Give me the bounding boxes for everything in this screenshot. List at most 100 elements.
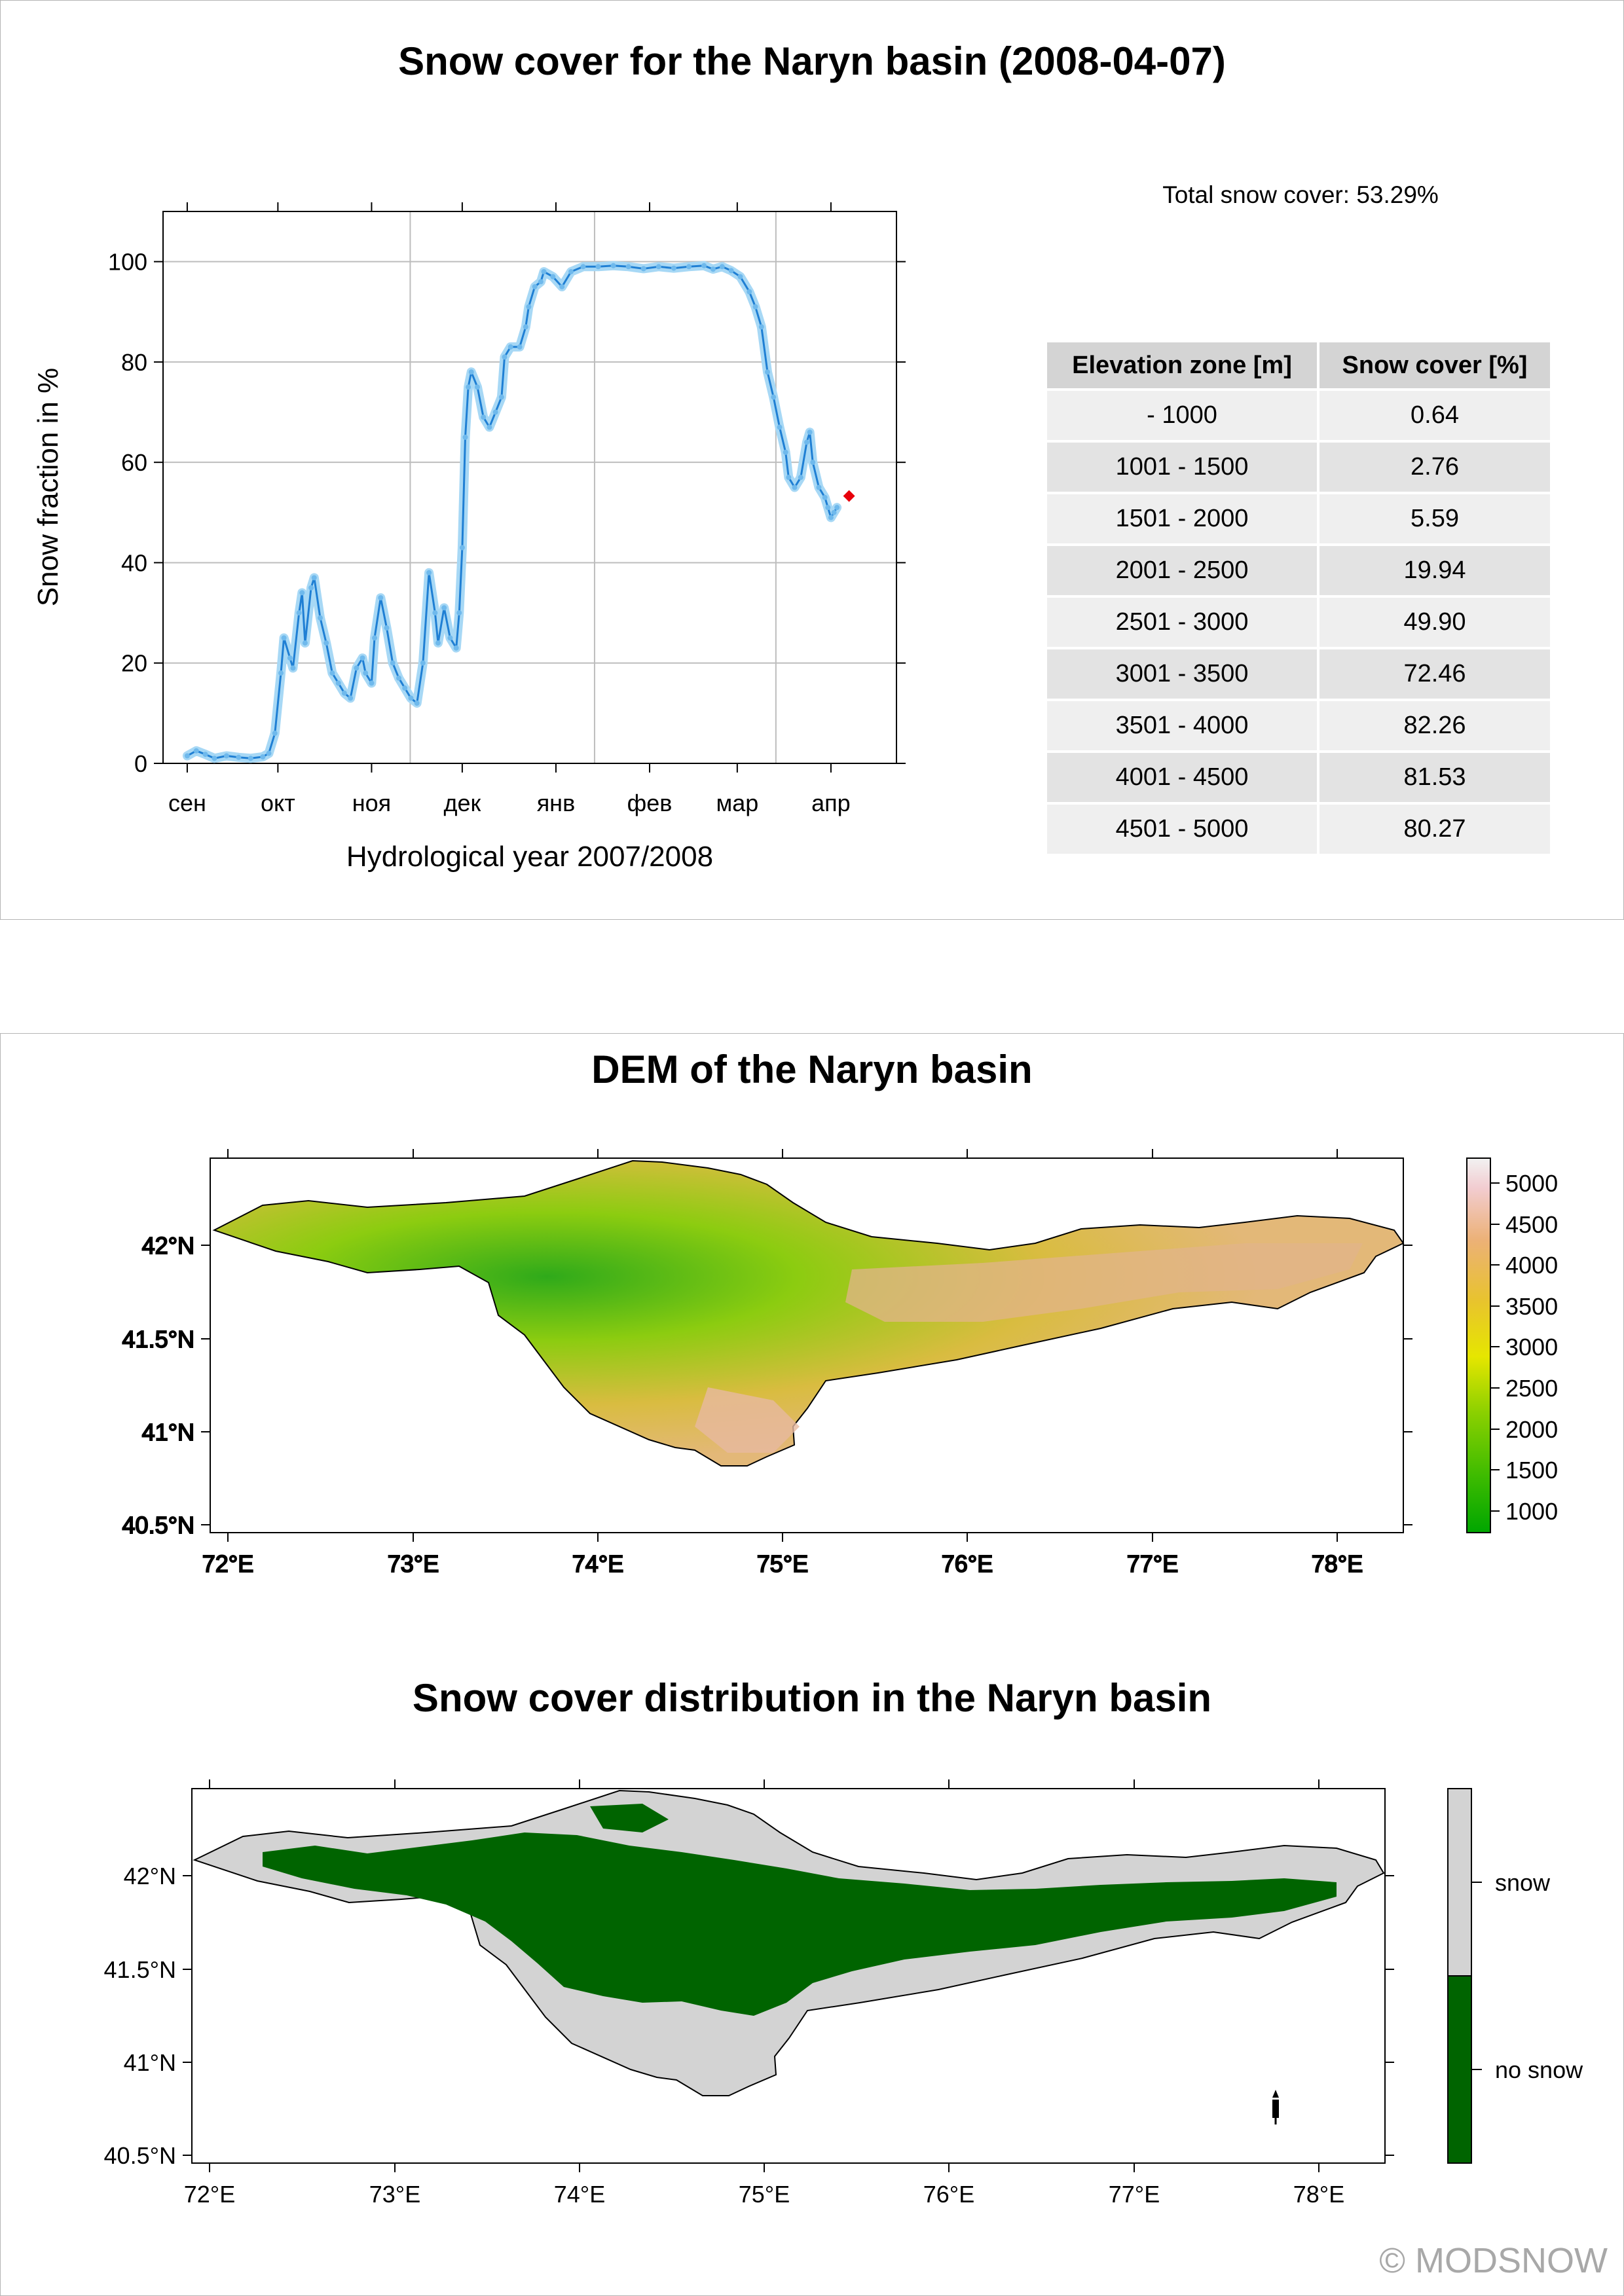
- table-row: 1501 - 2000 5.59: [1047, 494, 1550, 543]
- table-row: - 1000 0.64: [1047, 391, 1550, 440]
- maps-canvas: 72°E 73°E 74°E 75°E 76°E 77°E 78°E 42°N 41.5°N 41…: [104, 1149, 1583, 2208]
- data-point: [517, 344, 523, 350]
- table-row: 2001 - 2500 19.94: [1047, 546, 1550, 595]
- snow-cell: 49.90: [1320, 598, 1550, 647]
- table-row: 1001 - 1500 2.76: [1047, 443, 1550, 492]
- x-axis-label: Hydrological year 2007/2008: [346, 841, 713, 873]
- data-point: [807, 429, 813, 435]
- table-row: 3501 - 4000 82.26: [1047, 701, 1550, 750]
- table-row: 3001 - 3500 72.46: [1047, 649, 1550, 699]
- data-point: [834, 505, 840, 511]
- data-point: [747, 289, 752, 295]
- colorbar-tick-label: 5000: [1505, 1170, 1558, 1197]
- data-point: [223, 753, 229, 759]
- data-point: [414, 701, 420, 706]
- map-y-tick-label: 40.5°N: [122, 1512, 194, 1539]
- snow-cell: 81.53: [1320, 753, 1550, 802]
- map-x-tick-label: 73°E: [369, 2181, 420, 2208]
- snow-cell: 2.76: [1320, 443, 1550, 492]
- data-point: [803, 439, 809, 445]
- table-header-zone: Elevation zone [m]: [1047, 342, 1317, 388]
- map-x-tick-label: 77°E: [1109, 2181, 1160, 2208]
- map-x-tick-label: 73°E: [388, 1550, 439, 1577]
- snow-fraction-panel: Snow cover for the Naryn basin (2008-04-…: [0, 0, 1624, 920]
- north-arrow-icon: [1272, 2090, 1279, 2124]
- data-point: [498, 394, 504, 400]
- colorbar-tick-label: 4000: [1505, 1252, 1558, 1279]
- data-point: [432, 610, 438, 616]
- colorbar-tick-label: 3500: [1505, 1293, 1558, 1320]
- dem-colorbar: [1466, 1157, 1491, 1533]
- data-point: [507, 344, 513, 350]
- data-point: [825, 505, 831, 511]
- map-x-tick-label: 72°E: [202, 1550, 253, 1577]
- data-point: [384, 625, 390, 631]
- data-point: [487, 424, 492, 430]
- snow-cell: 0.64: [1320, 391, 1550, 440]
- map-y-tick-label: 41°N: [124, 2049, 176, 2076]
- data-point: [212, 756, 217, 761]
- data-point: [625, 264, 631, 270]
- dem-high-ridge: [845, 1243, 1363, 1322]
- snow-cell: 82.26: [1320, 701, 1550, 750]
- map-x-tick-label: 72°E: [184, 2181, 235, 2208]
- data-point: [640, 266, 646, 272]
- data-point: [466, 384, 471, 390]
- map-y-tick-label: 40.5°N: [104, 2142, 176, 2169]
- data-point: [792, 484, 798, 490]
- table-row: 4501 - 5000 80.27: [1047, 805, 1550, 854]
- data-point: [299, 590, 305, 596]
- zone-cell: - 1000: [1047, 391, 1317, 440]
- data-point: [266, 750, 272, 756]
- data-point: [580, 264, 586, 270]
- y-tick-label: 60: [121, 449, 147, 476]
- data-point: [236, 754, 242, 760]
- x-tick-label: окт: [261, 790, 295, 816]
- data-point: [372, 635, 378, 641]
- data-point: [302, 640, 308, 646]
- data-point: [360, 655, 365, 661]
- data-point: [323, 640, 329, 646]
- data-point: [402, 685, 408, 691]
- maps-panel: DEM of the Naryn basin Snow cover distri…: [0, 1033, 1624, 2296]
- no-snow-area: [263, 1832, 1337, 2016]
- snow-map-title: Snow cover distribution in the Naryn bas…: [412, 1676, 1212, 1720]
- map-y-tick-label: 42°N: [142, 1232, 194, 1259]
- legend-snow-label: snow: [1495, 1869, 1551, 1896]
- data-point: [777, 424, 783, 430]
- dem-basin: [212, 1159, 1405, 1467]
- y-tick-label: 80: [121, 349, 147, 376]
- data-point: [771, 394, 777, 400]
- snow-fraction-chart: 0 20 40 60 80 100 сен окт ноя дек янв фев мар апр Hyd…: [32, 202, 906, 873]
- dem-map-frame: [210, 1157, 1404, 1533]
- data-point: [728, 268, 734, 274]
- snow-cell: 80.27: [1320, 805, 1550, 854]
- map-y-tick-label: 41.5°N: [122, 1326, 194, 1353]
- no-snow-area-north: [590, 1804, 669, 1832]
- data-point: [538, 279, 544, 285]
- x-tick-label: дек: [443, 790, 481, 816]
- zone-cell: 4001 - 4500: [1047, 753, 1317, 802]
- data-point: [453, 645, 459, 651]
- legend-snow-swatch: [1447, 1788, 1472, 1977]
- data-point: [502, 354, 507, 360]
- plot-frame: [162, 211, 897, 764]
- data-point: [317, 615, 323, 621]
- data-point: [462, 434, 468, 440]
- map-y-tick-label: 41.5°N: [104, 1956, 176, 1983]
- data-point: [526, 304, 532, 310]
- table-header-snow: Snow cover [%]: [1320, 342, 1550, 388]
- data-point: [378, 595, 384, 601]
- map-x-tick-label: 78°E: [1293, 2181, 1344, 2208]
- data-point: [369, 680, 375, 686]
- data-point: [426, 570, 432, 575]
- map-x-tick-label: 75°E: [757, 1550, 808, 1577]
- data-point: [354, 665, 360, 671]
- y-tick-label: 0: [134, 750, 147, 777]
- colorbar-tick-label: 4500: [1505, 1211, 1558, 1238]
- data-point: [783, 449, 788, 455]
- data-point: [184, 753, 190, 759]
- data-point: [492, 409, 498, 415]
- data-point: [523, 324, 528, 330]
- zone-cell: 4501 - 5000: [1047, 805, 1317, 854]
